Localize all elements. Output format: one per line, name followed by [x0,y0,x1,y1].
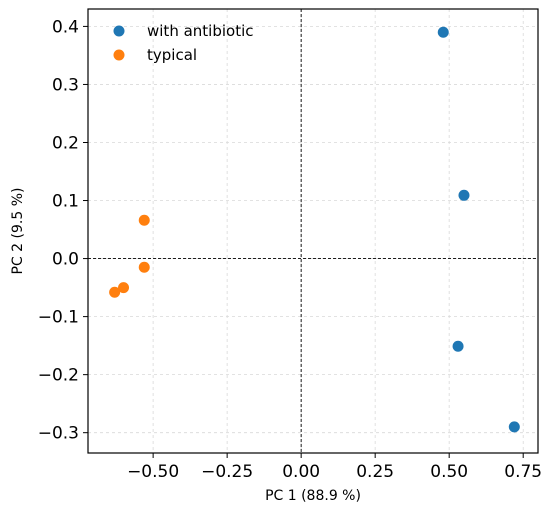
y-tick-label: 0.2 [52,133,79,153]
zero-reference-lines [88,9,538,453]
y-tick-label: 0.0 [52,250,79,270]
y-tick-label: −0.2 [38,366,79,386]
y-tick-label: 0.4 [52,17,79,37]
x-tick-label: −0.50 [127,462,179,482]
x-tick-label: 0.50 [430,462,468,482]
y-tick-label: 0.1 [52,192,79,212]
x-tick-label: 0.75 [504,462,542,482]
scatter-point-typical [138,214,150,226]
scatter-point-with-antibiotic [437,26,449,38]
x-tick-label: −0.25 [201,462,253,482]
grid-lines [88,9,538,453]
x-axis-label: PC 1 (88.9 %) [265,488,361,504]
y-tick-label: 0.3 [52,75,79,95]
data-points [109,26,520,433]
scatter-point-with-antibiotic [452,340,464,352]
scatter-point-typical [118,282,130,294]
legend-label: typical [147,46,197,64]
legend: with antibiotic typical [113,22,254,64]
y-tick-label: −0.1 [38,308,79,328]
x-tick-label: 0.00 [282,462,320,482]
legend-label: with antibiotic [147,22,254,40]
legend-marker [113,49,125,61]
scatter-point-with-antibiotic [458,189,470,201]
y-axis-label: PC 2 (9.5 %) [10,188,26,275]
scatter-point-typical [138,261,150,273]
legend-marker [113,25,125,37]
y-tick-label: −0.3 [38,424,79,444]
x-tick-label: 0.25 [356,462,394,482]
axis-ticks: −0.50 −0.25 0.00 0.25 0.50 0.75 −0.3 −0.2 −0.1 0.… [38,17,542,482]
plot-frame [87,8,539,454]
scatter-point-typical [109,286,121,298]
scatter-point-with-antibiotic [508,421,520,433]
